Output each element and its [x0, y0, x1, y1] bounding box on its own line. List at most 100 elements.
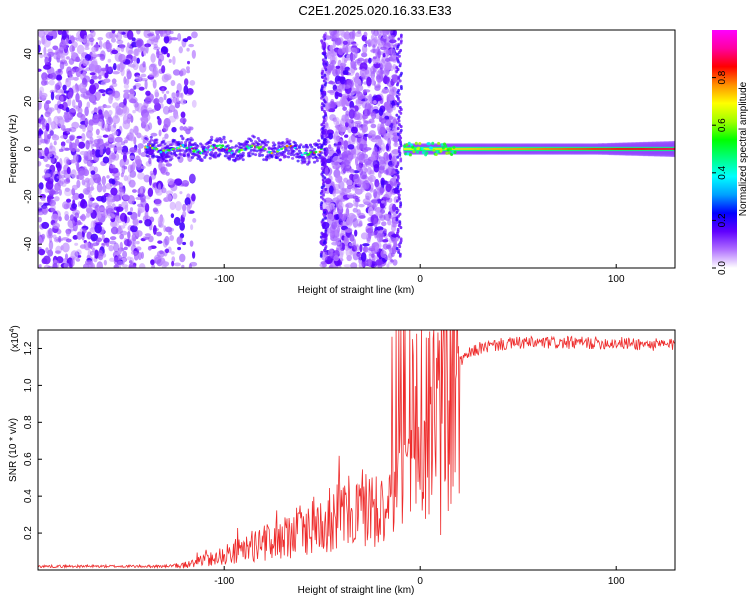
- spectrogram-cell: [399, 166, 403, 171]
- spectrogram-cell: [89, 242, 93, 249]
- spectrogram-cell: [38, 68, 42, 72]
- spectrogram-cell: [181, 179, 190, 187]
- spectrogram-cell: [292, 153, 296, 157]
- spectrogram-cell: [277, 141, 281, 145]
- spectrogram-cell: [372, 146, 378, 157]
- spectrogram-cell: [267, 156, 271, 160]
- spectrogram-cell: [125, 44, 133, 55]
- spectrogram-cell: [322, 125, 326, 129]
- spectrogram-cell: [161, 46, 168, 54]
- spectrogram-cell: [165, 171, 170, 176]
- spectrogram-cell: [392, 238, 399, 242]
- spectrogram-cell: [49, 72, 57, 80]
- spectrogram-cell: [387, 219, 392, 226]
- spectrogram-cell: [114, 176, 120, 181]
- spectrogram-cell: [179, 117, 187, 124]
- spectrogram-cell: [371, 134, 377, 140]
- spectrogram-cell: [369, 231, 375, 236]
- spectrogram-cell: [346, 39, 350, 47]
- spectrogram-cell: [354, 198, 361, 203]
- spectrogram-cell: [407, 141, 411, 145]
- spectrogram-cell: [236, 148, 240, 152]
- spectrogram-cell: [371, 111, 377, 120]
- spectrogram-cell: [381, 221, 387, 227]
- spectrogram-cell: [267, 146, 271, 150]
- spectrogram-cell: [129, 207, 134, 212]
- spectrogram-cell: [71, 184, 78, 191]
- spectrogram-cell: [84, 118, 90, 126]
- spectrogram-cell: [134, 102, 140, 112]
- spectrogram-cell: [38, 40, 42, 46]
- spectrogram-cell: [38, 187, 42, 195]
- spectrogram-cell: [282, 142, 286, 146]
- spectrogram-cell: [43, 46, 47, 55]
- spectrogram-cell: [398, 252, 402, 256]
- spectrogram-cell: [38, 160, 42, 167]
- spectrogram-cell: [39, 86, 45, 95]
- spectrogram-cell: [153, 254, 162, 264]
- spectrogram-cell: [101, 242, 108, 246]
- spectrogram-cell: [174, 114, 179, 120]
- spectrogram-cell: [380, 46, 387, 51]
- spectrogram-cell: [72, 222, 78, 232]
- spectrogram-cell: [186, 36, 192, 41]
- spectrogram-cell: [341, 54, 345, 65]
- spectrogram-cell: [153, 98, 160, 105]
- spectrogram-cell: [170, 80, 176, 87]
- spectrogram-cell: [179, 191, 183, 195]
- spectrogram-cell: [157, 117, 162, 126]
- spectrogram-cell: [128, 262, 137, 268]
- spectrogram-cell: [286, 155, 291, 159]
- spectrogram-cell: [83, 227, 87, 234]
- spectrogram-cell: [133, 252, 139, 261]
- spectrogram-cell: [129, 128, 134, 136]
- spectrogram-cell: [338, 212, 343, 219]
- spectrogram-cell: [169, 234, 174, 241]
- spectrogram-cell: [123, 91, 128, 98]
- spectrogram-cell: [38, 263, 42, 268]
- spectrogram-cell: [347, 68, 355, 77]
- spectrogram-cell: [186, 88, 194, 95]
- spectrogram-cell: [385, 168, 389, 176]
- spectrogram-cell: [399, 85, 403, 89]
- spectrogram-cell: [165, 193, 173, 202]
- spectrogram-cell: [105, 147, 111, 156]
- spectrogram-cell: [112, 146, 118, 152]
- spectrogram-cell: [173, 216, 181, 227]
- spectrogram-cell: [263, 147, 267, 151]
- spectrogram-cell: [129, 241, 135, 246]
- spectrogram-cell: [398, 123, 401, 127]
- spectrogram-cell: [383, 200, 387, 207]
- spectrogram-cell: [100, 195, 107, 203]
- spectrogram-cell: [273, 150, 277, 154]
- spectrogram-cell: [141, 135, 145, 141]
- snr-frame: [37, 329, 676, 571]
- spectrogram-cell: [135, 246, 142, 251]
- spectrogram-cell: [38, 201, 42, 210]
- spectrogram-cell: [375, 138, 384, 146]
- spectrogram-cell: [108, 95, 113, 104]
- spectrogram-cell: [54, 173, 60, 183]
- spectrogram-cell: [381, 42, 388, 46]
- spectrogram-cell: [106, 242, 110, 247]
- spectrogram-cell: [346, 192, 354, 199]
- spectrogram-cell: [47, 233, 54, 239]
- spectrogram-cell: [137, 251, 142, 261]
- spectrogram-cell: [320, 123, 324, 127]
- spectrogram-cell: [363, 147, 372, 151]
- spectrogram-cell: [170, 183, 178, 192]
- spectrogram-cell: [345, 247, 353, 257]
- spectrogram-cell: [186, 204, 191, 213]
- spectrogram-cell: [310, 145, 314, 149]
- spectrogram-cell: [225, 148, 229, 151]
- spectrogram-cell: [378, 145, 383, 153]
- spectrogram-cell: [121, 145, 129, 154]
- spectrogram-cell: [147, 235, 154, 243]
- spectrogram-cell: [341, 187, 347, 193]
- spectrogram-cell: [40, 80, 48, 86]
- spectrogram-x-ticks: -100 0 100: [214, 264, 625, 285]
- spectrogram-cell: [148, 175, 153, 186]
- spectrogram-cell: [376, 51, 385, 55]
- spectrogram-cell: [74, 160, 79, 166]
- spectrogram-cell: [230, 146, 234, 149]
